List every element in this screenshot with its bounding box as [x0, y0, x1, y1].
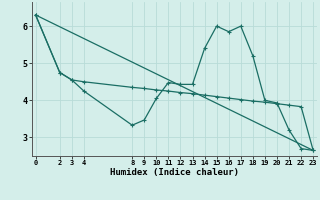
X-axis label: Humidex (Indice chaleur): Humidex (Indice chaleur) — [110, 168, 239, 177]
